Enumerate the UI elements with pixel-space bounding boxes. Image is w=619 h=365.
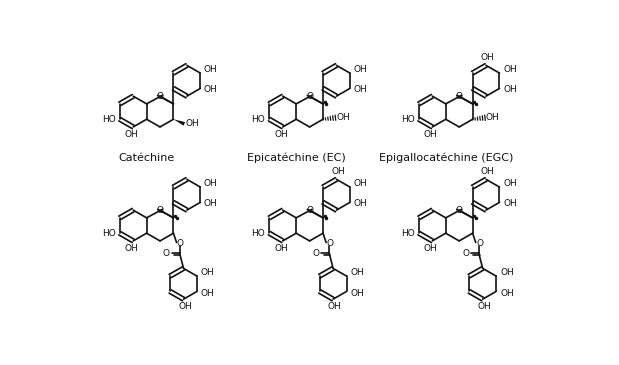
Text: O: O: [456, 205, 462, 215]
Text: OH: OH: [201, 288, 215, 297]
Text: O: O: [163, 249, 170, 258]
Text: OH: OH: [500, 269, 514, 277]
Text: HO: HO: [102, 115, 116, 124]
Text: OH: OH: [353, 65, 367, 74]
Text: HO: HO: [401, 115, 415, 124]
Text: OH: OH: [424, 244, 438, 253]
Text: OH: OH: [503, 199, 517, 208]
Text: OH: OH: [336, 113, 350, 122]
Text: O: O: [476, 239, 483, 248]
Text: OH: OH: [125, 130, 139, 139]
Text: O: O: [313, 249, 319, 258]
Text: HO: HO: [102, 229, 116, 238]
Polygon shape: [173, 119, 185, 126]
Text: OH: OH: [354, 180, 368, 188]
Text: OH: OH: [503, 85, 517, 95]
Text: O: O: [306, 92, 313, 101]
Text: O: O: [456, 92, 462, 101]
Text: OH: OH: [477, 302, 491, 311]
Text: HO: HO: [401, 229, 415, 238]
Text: OH: OH: [500, 288, 514, 297]
Text: OH: OH: [354, 199, 368, 208]
Text: O: O: [306, 205, 313, 215]
Text: OH: OH: [424, 130, 438, 139]
Text: OH: OH: [274, 244, 288, 253]
Text: OH: OH: [331, 167, 345, 176]
Text: OH: OH: [274, 130, 288, 139]
Text: OH: OH: [350, 269, 364, 277]
Text: OH: OH: [204, 180, 217, 188]
Text: OH: OH: [185, 119, 199, 128]
Text: OH: OH: [503, 180, 517, 188]
Text: OH: OH: [481, 167, 495, 176]
Text: O: O: [177, 239, 184, 248]
Text: HO: HO: [251, 229, 266, 238]
Text: OH: OH: [204, 199, 217, 208]
Text: OH: OH: [328, 302, 342, 311]
Text: O: O: [326, 239, 334, 248]
Text: OH: OH: [353, 85, 367, 95]
Text: OH: OH: [350, 288, 364, 297]
Text: OH: OH: [503, 65, 517, 74]
Text: OH: OH: [178, 302, 192, 311]
Text: OH: OH: [204, 85, 217, 95]
Text: Epicatéchine (EC): Epicatéchine (EC): [247, 153, 345, 163]
Text: O: O: [462, 249, 469, 258]
Text: Catéchine: Catéchine: [118, 153, 175, 163]
Text: OH: OH: [204, 65, 217, 74]
Text: OH: OH: [481, 53, 495, 62]
Text: O: O: [157, 205, 163, 215]
Text: O: O: [157, 92, 163, 101]
Text: HO: HO: [251, 115, 266, 124]
Text: OH: OH: [201, 269, 215, 277]
Text: OH: OH: [486, 113, 500, 122]
Text: Epigallocatéchine (EGC): Epigallocatéchine (EGC): [379, 153, 513, 163]
Text: OH: OH: [125, 244, 139, 253]
